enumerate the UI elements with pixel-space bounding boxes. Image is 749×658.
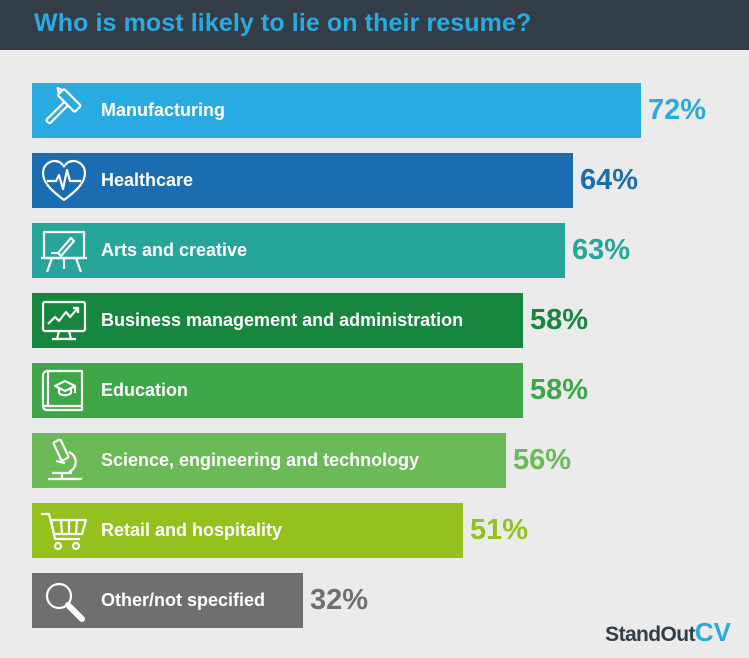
- bar-value-label: 51%: [470, 514, 529, 546]
- bar-value-label: 63%: [572, 234, 631, 266]
- bar-business-management-and-administration: Business management and administration: [32, 293, 523, 348]
- bar-value-label: 72%: [648, 94, 707, 126]
- bar-label: Science, engineering and technology: [101, 450, 420, 470]
- bar-label: Other/not specified: [101, 590, 266, 610]
- bar-label: Retail and hospitality: [101, 520, 283, 540]
- bar-label: Education: [101, 380, 189, 400]
- chart-title: Who is most likely to lie on their resum…: [34, 9, 532, 37]
- bar-value-label: 64%: [580, 164, 639, 196]
- heart-pulse-icon: [38, 156, 90, 205]
- bar-other-not-specified: Other/not specified: [32, 573, 303, 628]
- logo-text-standout: StandOut: [605, 623, 695, 646]
- hammer-icon: [38, 86, 90, 135]
- easel-icon: [38, 226, 90, 275]
- bar-label: Arts and creative: [101, 240, 248, 260]
- bar-manufacturing: Manufacturing: [32, 83, 641, 138]
- microscope-icon: [38, 436, 90, 485]
- bar-education: Education: [32, 363, 523, 418]
- logo-text-cv: CV: [694, 617, 731, 647]
- bar-value-label: 32%: [310, 584, 369, 616]
- title-banner: Who is most likely to lie on their resum…: [0, 0, 749, 50]
- monitor-chart-icon: [38, 296, 90, 345]
- bar-label: Business management and administration: [101, 310, 464, 330]
- bar-retail-and-hospitality: Retail and hospitality: [32, 503, 463, 558]
- magnifier-icon: [38, 576, 90, 625]
- shopping-cart-icon: [38, 506, 90, 555]
- standoutcv-logo: StandOutCV: [605, 617, 731, 648]
- bar-healthcare: Healthcare: [32, 153, 573, 208]
- bar-value-label: 58%: [530, 374, 589, 406]
- bar-value-label: 56%: [513, 444, 572, 476]
- bar-value-label: 58%: [530, 304, 589, 336]
- bar-label: Healthcare: [101, 170, 194, 190]
- bar-science-engineering-and-technology: Science, engineering and technology: [32, 433, 506, 488]
- bar-arts-and-creative: Arts and creative: [32, 223, 565, 278]
- book-grad-cap-icon: [38, 366, 90, 415]
- bar-label: Manufacturing: [101, 100, 225, 120]
